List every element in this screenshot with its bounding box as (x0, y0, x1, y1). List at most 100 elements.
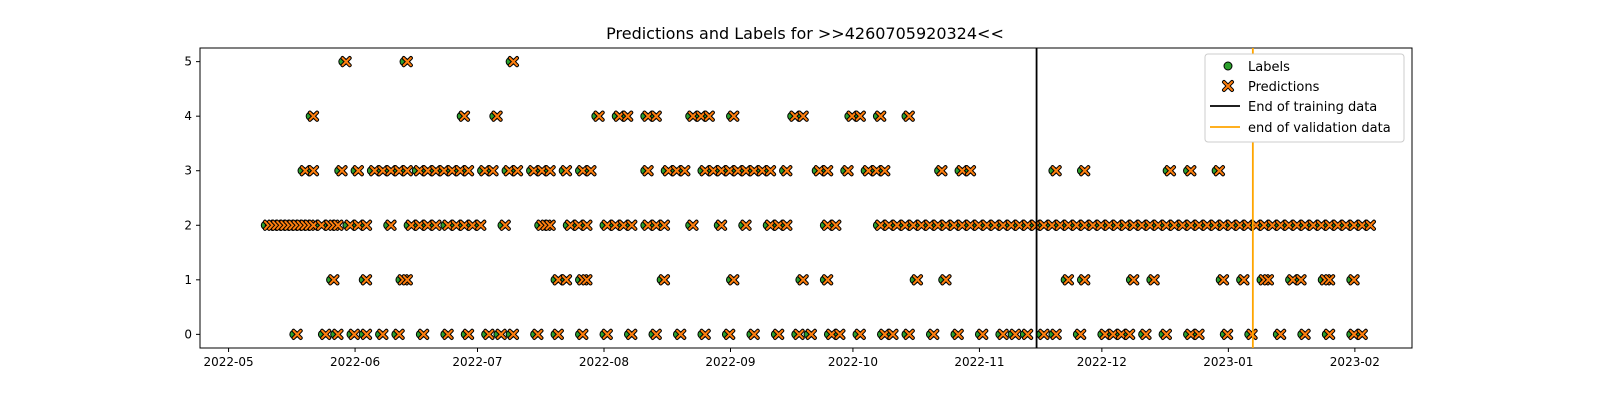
prediction-point (948, 219, 960, 231)
prediction-point (1115, 328, 1128, 340)
prediction-point (626, 328, 638, 340)
y-tick-label: 5 (184, 55, 192, 69)
prediction-point (495, 328, 507, 340)
legend-label-labels: Labels (1248, 60, 1290, 75)
prediction-point (401, 165, 413, 177)
prediction-point (662, 165, 675, 177)
x-tick-label: 2022-09 (705, 355, 755, 369)
prediction-point (1332, 219, 1344, 231)
prediction-point (1275, 219, 1287, 231)
prediction-point (997, 219, 1009, 231)
prediction-point (466, 219, 479, 231)
prediction-point (715, 219, 728, 231)
prediction-point (671, 165, 683, 177)
prediction-point (907, 219, 919, 231)
prediction-point (328, 274, 340, 286)
prediction-point (1160, 328, 1172, 340)
prediction-point (1095, 219, 1107, 231)
prediction-point (1152, 219, 1164, 231)
prediction-point (1262, 274, 1274, 286)
prediction-point (1009, 328, 1021, 340)
prediction-point (1075, 328, 1087, 340)
prediction-point (822, 219, 834, 231)
prediction-point (601, 328, 613, 340)
prediction-point (956, 219, 968, 231)
prediction-point (1221, 328, 1234, 340)
prediction-point (458, 219, 471, 231)
prediction-point (581, 274, 593, 286)
prediction-point (385, 219, 397, 231)
x-tick-label: 2023-02 (1330, 355, 1380, 369)
prediction-point (1038, 219, 1050, 231)
prediction-point (1177, 219, 1189, 231)
prediction-point (862, 165, 875, 177)
prediction-point (822, 274, 834, 286)
prediction-point (336, 165, 348, 177)
x-tick-label: 2022-05 (203, 355, 253, 369)
prediction-point (430, 165, 442, 177)
prediction-point (405, 219, 417, 231)
prediction-point (352, 165, 364, 177)
prediction-point (479, 165, 491, 177)
prediction-point (903, 328, 915, 340)
prediction-point (887, 328, 899, 340)
prediction-point (1185, 328, 1197, 340)
prediction-point (732, 165, 744, 177)
prediction-point (1046, 219, 1058, 231)
prediction-point (1087, 219, 1099, 231)
prediction-point (626, 219, 638, 231)
prediction-point (332, 219, 344, 231)
prediction-point (870, 165, 883, 177)
prediction-point (316, 219, 328, 231)
y-tick-label: 3 (184, 164, 192, 178)
prediction-point (1242, 219, 1254, 231)
prediction-point (642, 110, 654, 122)
prediction-point (1291, 219, 1303, 231)
legend-label-training: End of training data (1248, 100, 1377, 115)
prediction-point (1119, 219, 1132, 231)
prediction-point (422, 165, 434, 177)
legend-box (1204, 53, 1405, 143)
x-tick-label: 2022-08 (579, 355, 629, 369)
prediction-point (483, 328, 495, 340)
prediction-point (1038, 328, 1050, 340)
prediction-point (320, 328, 332, 340)
prediction-point (707, 165, 719, 177)
prediction-point (989, 219, 1001, 231)
prediction-point (462, 165, 475, 177)
prediction-point (675, 328, 687, 340)
prediction-point (875, 110, 887, 122)
prediction-point (879, 328, 891, 340)
prediction-point (422, 219, 434, 231)
prediction-point (1193, 219, 1205, 231)
x-tick-label: 2022-12 (1077, 355, 1127, 369)
prediction-point (401, 274, 413, 286)
prediction-point (352, 219, 364, 231)
prediction-point (679, 165, 691, 177)
prediction-point (842, 165, 854, 177)
prediction-point (458, 110, 471, 122)
prediction-point (1013, 219, 1026, 231)
prediction-point (650, 328, 662, 340)
prediction-point (973, 219, 985, 231)
prediction-point (1062, 219, 1074, 231)
prediction-point (915, 219, 928, 231)
prediction-point (499, 219, 511, 231)
prediction-point (1070, 219, 1083, 231)
prediction-point (360, 219, 373, 231)
prediction-point (491, 110, 503, 122)
prediction-point (1356, 219, 1368, 231)
prediction-point (438, 165, 450, 177)
prediction-point (552, 274, 564, 286)
prediction-point (377, 328, 389, 340)
prediction-point (813, 165, 826, 177)
prediction-point (1283, 219, 1295, 231)
prediction-point (826, 328, 838, 340)
prediction-point (940, 219, 952, 231)
prediction-point (699, 165, 711, 177)
prediction-point (446, 165, 458, 177)
prediction-point (1164, 165, 1177, 177)
prediction-point (413, 165, 426, 177)
prediction-point (291, 328, 303, 340)
prediction-point (740, 165, 752, 177)
